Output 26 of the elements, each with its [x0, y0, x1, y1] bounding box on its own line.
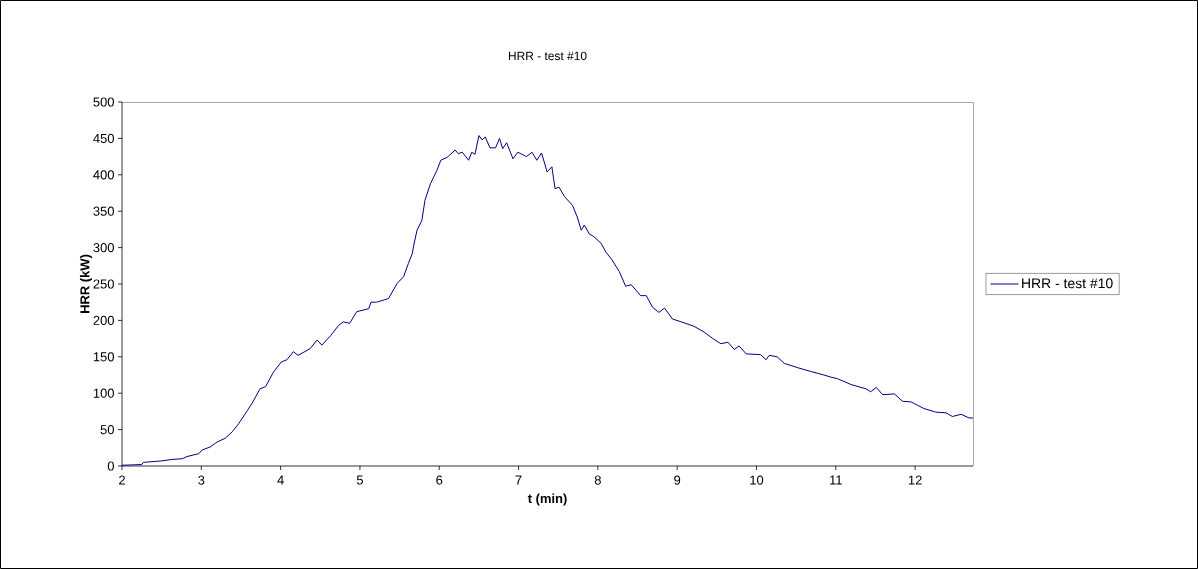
- x-tick-label: 8: [594, 475, 601, 485]
- legend-label: HRR - test #10: [1022, 278, 1113, 289]
- x-tick-label: 6: [436, 475, 443, 485]
- x-axis-title: t (min): [527, 493, 567, 506]
- y-tick-label: 500: [93, 97, 114, 107]
- y-tick-label: 350: [93, 206, 114, 216]
- x-tick-label: 7: [515, 475, 522, 485]
- x-tick-label: 10: [750, 475, 764, 485]
- x-tick-label: 9: [674, 475, 681, 485]
- x-tick-label: 12: [908, 475, 922, 485]
- y-axis-title: HRR (kW): [79, 254, 93, 313]
- y-tick-label: 400: [93, 170, 114, 180]
- x-tick-label: 3: [198, 475, 205, 485]
- x-tick-label: 5: [356, 475, 363, 485]
- y-tick-label: 200: [93, 315, 114, 325]
- chart-title: HRR - test #10: [508, 51, 587, 61]
- y-tick-label: 100: [93, 388, 114, 398]
- y-tick-label: 50: [100, 425, 114, 435]
- y-tick-label: 300: [93, 243, 114, 253]
- x-tick-label: 11: [830, 475, 842, 485]
- y-tick-label: 450: [93, 133, 114, 143]
- x-tick-label: 2: [119, 475, 125, 485]
- x-tick-label: 4: [277, 475, 284, 485]
- y-tick-label: 150: [93, 352, 114, 362]
- y-tick-label: 250: [93, 279, 114, 289]
- y-tick-label: 0: [107, 461, 114, 471]
